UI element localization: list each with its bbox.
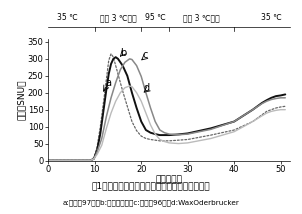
- Text: 35 ℃: 35 ℃: [56, 13, 77, 22]
- Text: 95 ℃: 95 ℃: [145, 13, 165, 22]
- Y-axis label: 粘度（SNU）: 粘度（SNU）: [17, 79, 26, 120]
- X-axis label: 時間（分）: 時間（分）: [156, 176, 182, 185]
- Text: a:四国裸97号　b:ダイシモチ　c:四国裸96号　d:WaxOderbrucker: a:四国裸97号 b:ダイシモチ c:四国裸96号 d:WaxOderbruck…: [63, 199, 239, 206]
- Text: 冷却 3 ℃／分: 冷却 3 ℃／分: [183, 13, 220, 22]
- Text: 図1．　ＲＶＡを用いた性大麦の濃粉の糘化特性: 図1． ＲＶＡを用いた性大麦の濃粉の糘化特性: [92, 181, 210, 190]
- Text: d: d: [143, 83, 150, 93]
- Text: 加熳 3 ℃／分: 加熳 3 ℃／分: [100, 13, 137, 22]
- Text: b: b: [120, 48, 127, 58]
- Text: c: c: [142, 51, 148, 61]
- Text: 35 ℃: 35 ℃: [261, 13, 282, 22]
- Text: a: a: [105, 77, 111, 88]
